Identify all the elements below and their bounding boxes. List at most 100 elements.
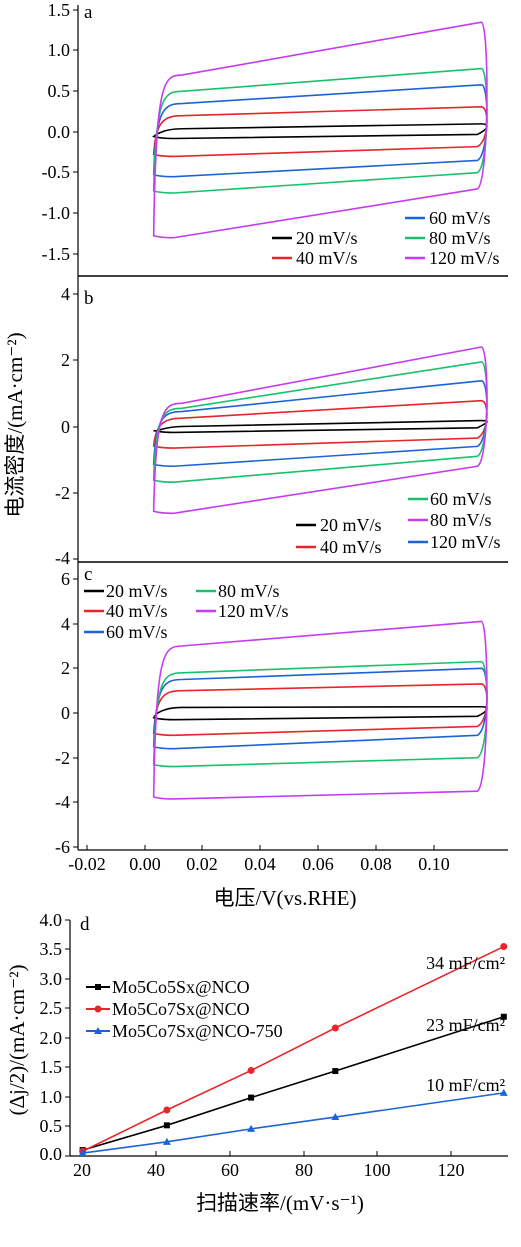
x-tick-label: -0.02 — [68, 854, 106, 874]
panel-a-y-tick-label: -1.0 — [42, 203, 71, 223]
data-point — [247, 1124, 256, 1132]
panel-c-y-tick-label: 6 — [61, 569, 70, 589]
legend-label: 80 mV/s — [430, 510, 492, 530]
panel-b-legend: 20 mV/s 40 mV/s 120 mV/s 60 mV/s 80 mV/s — [296, 489, 501, 557]
panel-a-y-tick-label: 0.0 — [48, 122, 71, 142]
cv-curve-120-mv-s — [152, 21, 488, 239]
panel-d-x-ticks: 20 40 60 80 100 120 — [73, 1151, 465, 1180]
panel-d-y-tick-label: 3.0 — [40, 969, 63, 989]
data-point — [248, 1094, 255, 1101]
legend-label: 60 mV/s — [106, 622, 168, 642]
panel-b-curves — [152, 346, 488, 515]
legend-marker-triangle — [94, 1027, 102, 1034]
annotation-label: 23 mF/cm² — [426, 1015, 505, 1035]
legend-label: 40 mV/s — [296, 248, 358, 268]
panel-c-x-ticks: -0.02 0.00 0.02 0.04 0.06 0.08 0.10 — [68, 845, 450, 874]
panel-a-y-tick-label: 1.0 — [48, 40, 71, 60]
cv-curve-60-mv-s — [152, 667, 488, 750]
legend-label: 120 mV/s — [429, 248, 500, 268]
legend-marker-square — [95, 984, 101, 990]
panel-b: b 4 2 0 -2 -4 20 mV/s 40 mV/s 120 mV/s 6… — [55, 276, 508, 568]
panel-d-y-tick-label: 2.0 — [40, 1028, 63, 1048]
panel-c-y-tick-label: -2 — [55, 748, 70, 768]
legend-marker-circle — [94, 1005, 102, 1013]
cv-curve-120-mv-s — [152, 346, 488, 515]
data-point — [78, 1149, 87, 1157]
x-tick-label: 40 — [147, 1160, 165, 1180]
legend-label: 60 mV/s — [429, 208, 491, 228]
panel-c: c 6 4 2 0 -2 -4 -6 -0.02 0.00 0.02 — [55, 562, 508, 874]
cv-curve-40-mv-s — [152, 683, 488, 737]
legend-label: 120 mV/s — [218, 601, 289, 621]
panel-c-legend: 20 mV/s 40 mV/s 60 mV/s 80 mV/s 120 mV/s — [84, 581, 289, 642]
cv-curve-20-mv-s — [152, 705, 488, 721]
panel-d-y-tick-label: 4.0 — [40, 910, 63, 930]
cv-curve-60-mv-s — [152, 84, 488, 178]
legend-label: 20 mV/s — [296, 228, 358, 248]
data-point — [331, 1113, 340, 1121]
series-line — [82, 1092, 504, 1154]
panel-d-y-tick-label: 3.5 — [40, 939, 63, 959]
cv-y-axis-label: 电流密度/(mA·cm⁻²) — [3, 332, 27, 517]
cv-x-axis-label: 电压/V(vs.RHE) — [214, 886, 357, 910]
panel-c-y-tick-label: -4 — [55, 792, 70, 812]
panel-b-y-tick-label: 0 — [61, 417, 70, 437]
data-point — [500, 1013, 507, 1020]
panel-a-y-tick-label: 1.5 — [48, 0, 71, 20]
panel-b-y-tick-label: 2 — [61, 350, 70, 370]
data-point — [331, 1024, 339, 1032]
x-tick-label: 0.08 — [360, 854, 392, 874]
data-point — [163, 1122, 170, 1129]
panel-c-y-ticks: 6 4 2 0 -2 -4 -6 — [55, 569, 78, 857]
legend-label: 40 mV/s — [320, 537, 382, 557]
panel-d-y-tick-label: 1.5 — [40, 1057, 63, 1077]
x-tick-label: 0.02 — [186, 854, 218, 874]
x-tick-label: 20 — [73, 1160, 91, 1180]
data-point — [500, 943, 508, 951]
legend-label: 80 mV/s — [218, 581, 280, 601]
panel-d-y-axis-label: (Δj/2)/(mA·cm⁻²) — [5, 964, 29, 1115]
panel-d-legend: Mo5Co5Sx@NCO Mo5Co7Sx@NCO Mo5Co7Sx@NCO-7… — [86, 977, 283, 1041]
panel-c-y-tick-label: 2 — [61, 658, 70, 678]
x-tick-label: 0.10 — [418, 854, 450, 874]
panel-b-letter: b — [84, 288, 94, 309]
data-point — [163, 1106, 171, 1114]
x-tick-label: 0.04 — [244, 854, 276, 874]
panel-d-y-ticks: 4.0 3.5 3.0 2.5 2.0 1.5 1.0 0.5 0.0 — [40, 910, 70, 1164]
panel-d-x-axis-label: 扫描速率/(mV·s⁻¹) — [196, 1191, 364, 1215]
x-tick-label: 100 — [364, 1160, 391, 1180]
panel-c-letter: c — [84, 564, 92, 585]
x-tick-label: 80 — [295, 1160, 313, 1180]
cv-curve-40-mv-s — [152, 105, 488, 158]
cv-curve-120-mv-s — [152, 620, 488, 800]
panel-d-series — [78, 943, 508, 1157]
panel-d-y-tick-label: 2.5 — [40, 998, 63, 1018]
panel-b-y-tick-label: 4 — [61, 284, 70, 304]
panel-c-y-tick-label: -6 — [55, 837, 70, 857]
legend-label: 20 mV/s — [106, 581, 168, 601]
panel-b-y-tick-label: -4 — [55, 548, 70, 568]
legend-label: 80 mV/s — [429, 228, 491, 248]
legend-label: Mo5Co7Sx@NCO-750 — [112, 1021, 283, 1041]
panel-c-y-tick-label: 0 — [61, 703, 70, 723]
panel-c-y-tick-label: 4 — [61, 614, 70, 634]
panel-a-y-tick-label: 0.5 — [48, 81, 71, 101]
panel-d-annotations: 34 mF/cm² 23 mF/cm² 10 mF/cm² — [426, 953, 505, 1095]
panel-d-y-tick-label: 1.0 — [40, 1087, 63, 1107]
panel-d-y-tick-label: 0.5 — [40, 1116, 63, 1136]
panel-a-y-tick-label: -1.5 — [42, 244, 71, 264]
panel-d-y-tick-label: 0.0 — [40, 1144, 63, 1164]
legend-label: Mo5Co7Sx@NCO — [112, 999, 250, 1019]
panel-b-y-tick-label: -2 — [55, 483, 70, 503]
data-point — [247, 1066, 255, 1074]
panel-a: a 1.5 1.0 0.5 0.0 -0.5 -1.0 -1.5 20 mV/s… — [42, 0, 508, 277]
cv-curve-80-mv-s — [152, 660, 488, 768]
panel-d-letter: d — [80, 914, 90, 935]
legend-label: 20 mV/s — [320, 515, 382, 535]
panel-a-y-tick-label: -0.5 — [42, 162, 71, 182]
panel-b-y-ticks: 4 2 0 -2 -4 — [55, 284, 78, 568]
panel-a-legend: 20 mV/s 40 mV/s 60 mV/s 80 mV/s 120 mV/s — [272, 208, 500, 268]
x-tick-label: 60 — [221, 1160, 239, 1180]
data-point — [499, 1088, 508, 1096]
